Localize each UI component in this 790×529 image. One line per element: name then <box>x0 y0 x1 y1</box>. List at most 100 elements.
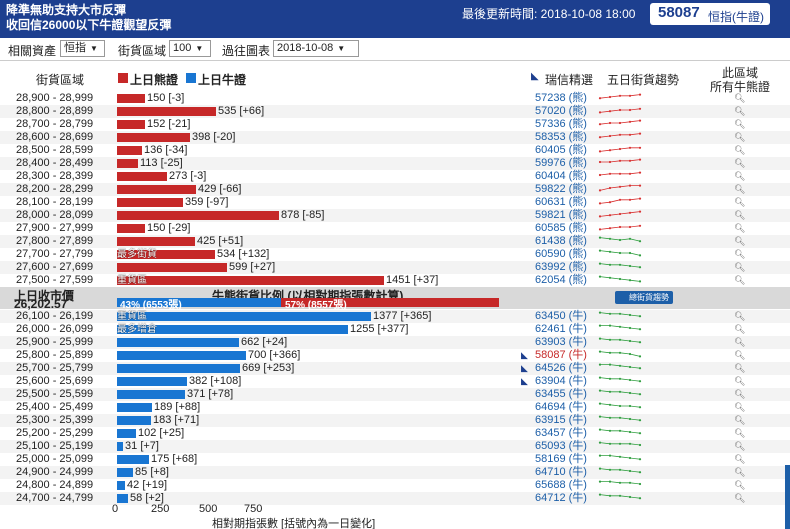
search-icon[interactable]: 🔍︎ <box>734 249 746 259</box>
bull-bar[interactable] <box>117 390 185 399</box>
warrant-code-link[interactable]: 63450 (牛) <box>535 310 587 322</box>
bull-bar[interactable] <box>117 325 348 334</box>
bull-bar[interactable] <box>117 468 133 477</box>
bull-bar[interactable] <box>117 416 151 425</box>
bear-bar[interactable] <box>117 263 227 272</box>
side-tab[interactable] <box>785 465 790 529</box>
warrant-code-link[interactable]: 60585 (熊) <box>535 222 587 234</box>
search-icon[interactable]: 🔍︎ <box>734 428 746 438</box>
search-icon[interactable]: 🔍︎ <box>734 236 746 246</box>
bear-bar[interactable] <box>117 250 215 259</box>
search-icon[interactable]: 🔍︎ <box>734 106 746 116</box>
total-trend-button[interactable]: 總街貨趨勢 <box>615 291 673 304</box>
search-icon[interactable]: 🔍︎ <box>734 158 746 168</box>
bear-bar[interactable] <box>117 237 195 246</box>
search-icon[interactable]: 🔍︎ <box>734 350 746 360</box>
bull-bar[interactable] <box>117 403 152 412</box>
warrant-code-link[interactable]: 65093 (牛) <box>535 440 587 452</box>
warrant-code-link[interactable]: 58169 (牛) <box>535 453 587 465</box>
warrant-code-link[interactable]: 64712 (牛) <box>535 492 587 504</box>
search-icon[interactable]: 🔍︎ <box>734 337 746 347</box>
bull-bar[interactable] <box>117 377 187 386</box>
search-icon[interactable]: 🔍︎ <box>734 119 746 129</box>
bull-bar[interactable] <box>117 494 128 503</box>
warrant-code-link[interactable]: 63903 (牛) <box>535 336 587 348</box>
bull-bar[interactable] <box>117 364 240 373</box>
search-icon[interactable]: 🔍︎ <box>734 389 746 399</box>
warrant-code-link[interactable]: 63992 (熊) <box>535 261 587 273</box>
bear-bar[interactable] <box>117 133 190 142</box>
search-icon[interactable]: 🔍︎ <box>734 311 746 321</box>
warrant-code-link[interactable]: 60631 (熊) <box>535 196 587 208</box>
bear-bar[interactable] <box>117 94 145 103</box>
warrant-code-link[interactable]: 62461 (牛) <box>535 323 587 335</box>
bull-bar[interactable] <box>117 351 246 360</box>
warrant-code-link[interactable]: 57336 (熊) <box>535 118 587 130</box>
bear-bar[interactable] <box>117 120 145 129</box>
bull-bar[interactable] <box>117 442 123 451</box>
search-icon[interactable]: 🔍︎ <box>734 467 746 477</box>
search-icon[interactable]: 🔍︎ <box>734 363 746 373</box>
search-icon[interactable]: 🔍︎ <box>734 184 746 194</box>
search-icon[interactable]: 🔍︎ <box>734 376 746 386</box>
bear-bar[interactable] <box>117 172 167 181</box>
warrant-code-link[interactable]: 59822 (熊) <box>535 183 587 195</box>
search-icon[interactable]: 🔍︎ <box>734 441 746 451</box>
search-icon[interactable]: 🔍︎ <box>734 324 746 334</box>
warrant-code-link[interactable]: 63455 (牛) <box>535 388 587 400</box>
warrant-code-link[interactable]: 57238 (熊) <box>535 92 587 104</box>
bear-bar[interactable] <box>117 198 183 207</box>
search-icon[interactable]: 🔍︎ <box>734 480 746 490</box>
quote-box[interactable]: 58087 恒指(牛證) <box>650 3 770 25</box>
search-icon[interactable]: 🔍︎ <box>734 223 746 233</box>
search-icon[interactable]: 🔍︎ <box>734 402 746 412</box>
warrant-code-link[interactable]: 60590 (熊) <box>535 248 587 260</box>
search-icon[interactable]: 🔍︎ <box>734 415 746 425</box>
bull-bar[interactable] <box>117 429 136 438</box>
warrant-code-link[interactable]: 57020 (熊) <box>535 105 587 117</box>
search-icon[interactable]: 🔍︎ <box>734 262 746 272</box>
bull-bar[interactable] <box>117 455 149 464</box>
warrant-code-link[interactable]: 62054 (熊) <box>535 274 587 286</box>
search-icon[interactable]: 🔍︎ <box>734 197 746 207</box>
bear-bar[interactable] <box>117 107 216 116</box>
search-icon[interactable]: 🔍︎ <box>734 171 746 181</box>
search-icon[interactable]: 🔍︎ <box>734 493 746 503</box>
search-icon[interactable]: 🔍︎ <box>734 454 746 464</box>
street-select[interactable]: 100 ▼ <box>169 40 211 57</box>
warrant-code-link[interactable]: 58087 (牛) <box>535 349 587 361</box>
warrant-code-link[interactable]: 63457 (牛) <box>535 427 587 439</box>
row-count: 878 <box>281 209 300 221</box>
bear-bar[interactable] <box>117 146 142 155</box>
warrant-code-link[interactable]: 63904 (牛) <box>535 375 587 387</box>
bear-bar[interactable] <box>117 185 196 194</box>
bull-bar[interactable] <box>117 338 239 347</box>
bear-bar[interactable] <box>117 159 138 168</box>
search-icon[interactable]: 🔍︎ <box>734 93 746 103</box>
bull-bar[interactable] <box>117 481 125 490</box>
row-count: 136 <box>144 144 163 156</box>
search-icon[interactable]: 🔍︎ <box>734 132 746 142</box>
warrant-code-link[interactable]: 64694 (牛) <box>535 401 587 413</box>
search-icon[interactable]: 🔍︎ <box>734 210 746 220</box>
bull-bar[interactable] <box>117 312 371 321</box>
warrant-code-link[interactable]: 64526 (牛) <box>535 362 587 374</box>
date-select[interactable]: 2018-10-08 ▼ <box>273 40 359 57</box>
warrant-code-link[interactable]: 61438 (熊) <box>535 235 587 247</box>
warrant-code-link[interactable]: 59976 (熊) <box>535 157 587 169</box>
bear-bar[interactable] <box>117 224 145 233</box>
warrant-code-link[interactable]: 60404 (熊) <box>535 170 587 182</box>
warrant-code-link[interactable]: 58353 (熊) <box>535 131 587 143</box>
bear-bar[interactable] <box>117 211 279 220</box>
search-icon[interactable]: 🔍︎ <box>734 145 746 155</box>
search-icon[interactable]: 🔍︎ <box>734 275 746 285</box>
warrant-code-link[interactable]: 60405 (熊) <box>535 144 587 156</box>
ratio-bar: 43% (6553張) 57% (8557張) <box>117 298 499 311</box>
warrant-code-link[interactable]: 63915 (牛) <box>535 414 587 426</box>
warrant-code-link[interactable]: 59821 (熊) <box>535 209 587 221</box>
bear-bar[interactable] <box>117 276 384 285</box>
warrant-code-link[interactable]: 64710 (牛) <box>535 466 587 478</box>
asset-select[interactable]: 恒指 ▼ <box>60 40 105 57</box>
warrant-code-link[interactable]: 65688 (牛) <box>535 479 587 491</box>
x-axis-label: 相對期指張數 [括號內為一日變化] <box>212 518 376 529</box>
